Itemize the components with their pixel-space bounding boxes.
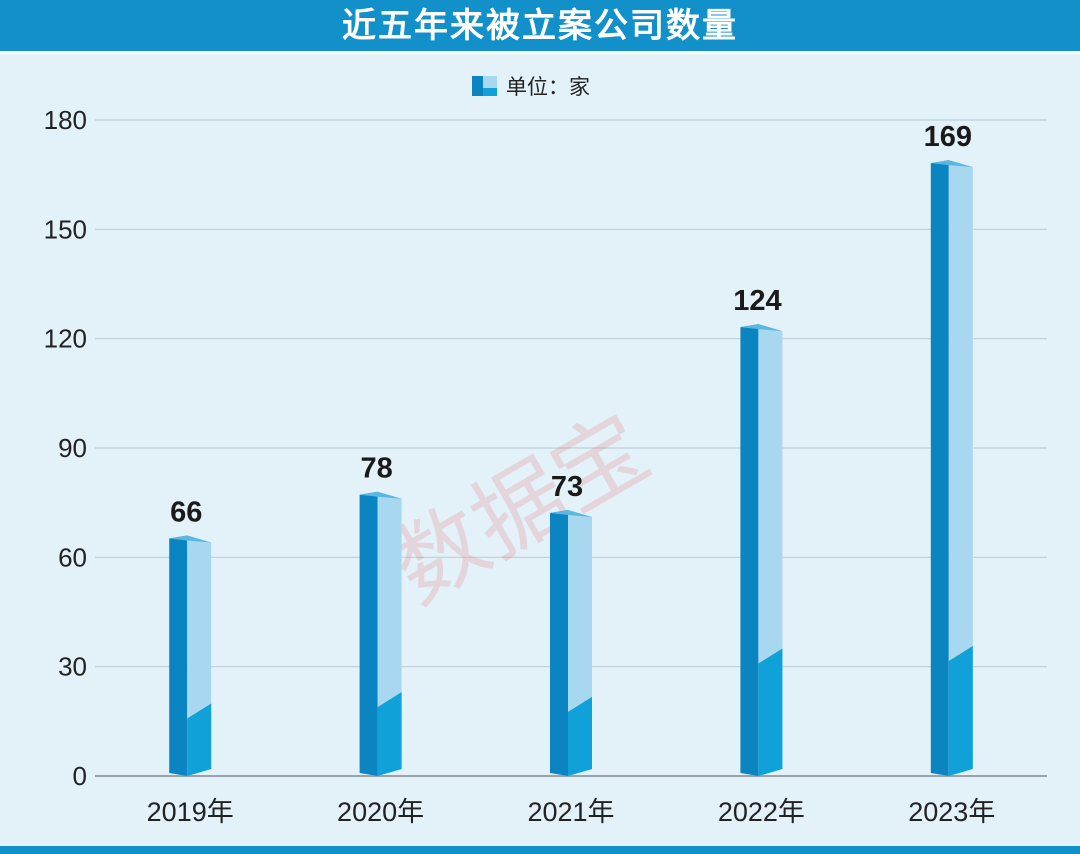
y-tick-label: 30: [58, 652, 87, 682]
x-tick-label: 2019年: [147, 797, 234, 827]
bar-top: [169, 535, 212, 543]
bar-top: [930, 160, 973, 168]
title-band: [0, 0, 1080, 54]
bar-side-lower: [948, 646, 973, 776]
legend-unit-label: 单位：家: [506, 75, 590, 99]
y-tick-label: 120: [44, 324, 87, 354]
bar-side: [948, 160, 973, 777]
bar-front: [550, 509, 568, 776]
bar-front: [169, 535, 188, 776]
x-tick-label: 2021年: [527, 797, 614, 827]
bar-top: [740, 324, 783, 332]
legend-swatch-lower: [483, 88, 497, 96]
bar-front: [930, 160, 949, 777]
data-label: 169: [924, 121, 972, 153]
y-tick-label: 150: [44, 214, 87, 244]
data-label: 124: [733, 285, 781, 317]
data-label: 73: [551, 471, 583, 503]
bottom-band: [0, 846, 1080, 854]
bar-side-lower: [187, 703, 212, 776]
bar-top: [550, 509, 592, 517]
bar-front: [740, 324, 759, 776]
data-label: 78: [360, 453, 392, 485]
chart-title: 近五年来被立案公司数量: [342, 6, 738, 46]
bars: [169, 160, 973, 777]
data-label: 66: [170, 496, 202, 528]
bar-side-lower: [568, 696, 592, 776]
bar-top: [359, 491, 402, 499]
labels: 0 30 60 90 120 150 180 66 2019年 78 2020年 73 2021年 124…: [44, 105, 996, 827]
legend: 单位：家: [472, 75, 590, 99]
y-tick-label: 90: [58, 433, 87, 463]
y-tick-label: 0: [73, 761, 87, 791]
bar-front: [359, 491, 378, 776]
legend-swatch-dark: [472, 76, 483, 96]
bar-side-lower: [377, 692, 402, 776]
y-tick-label: 180: [44, 105, 87, 135]
y-tick-label: 60: [58, 542, 87, 572]
watermark: 数据宝: [374, 394, 667, 625]
x-tick-label: 2023年: [908, 797, 995, 827]
bar-side-lower: [758, 648, 783, 776]
x-tick-label: 2020年: [337, 797, 424, 827]
x-tick-label: 2022年: [718, 797, 805, 827]
